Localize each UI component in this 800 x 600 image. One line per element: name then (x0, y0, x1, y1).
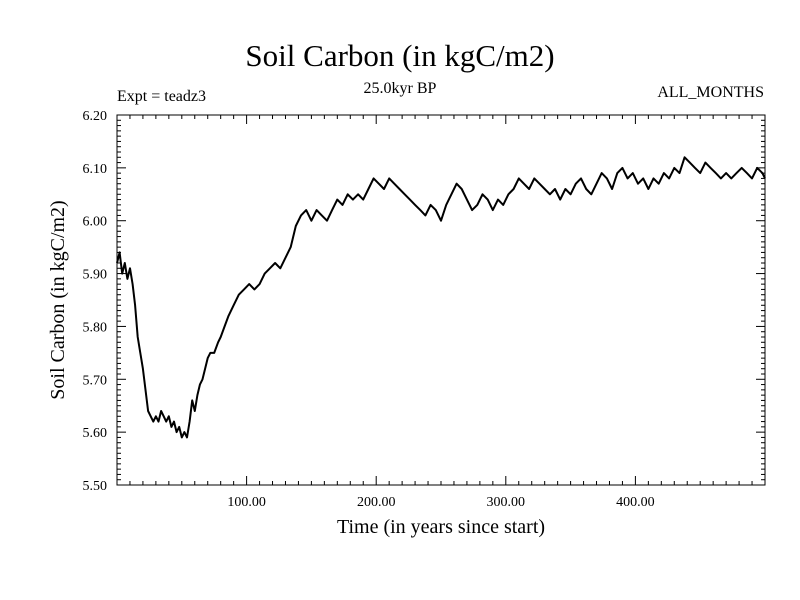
y-tick-label: 5.50 (83, 479, 108, 494)
y-tick-label: 5.80 (83, 320, 108, 335)
y-tick-label: 6.10 (83, 162, 108, 177)
series-group (116, 156, 766, 439)
x-tick-label: 100.00 (227, 495, 266, 510)
experiment-label: Expt = teadz3 (117, 88, 206, 105)
y-tick-label: 5.90 (83, 268, 108, 283)
x-tick-label: 200.00 (357, 495, 396, 510)
y-tick-label: 5.70 (83, 373, 108, 388)
y-tick-label: 6.00 (83, 215, 108, 230)
series-line-soil-carbon (116, 156, 766, 439)
chart-subtitle: 25.0kyr BP (363, 80, 437, 97)
axes: 5.50 5.60 5.70 5.80 5.90 6.00 6.10 6.20 100.00 20… (83, 109, 765, 510)
chart-title: Soil Carbon (in kgC/m2) (245, 38, 555, 73)
x-tick-label: 400.00 (616, 495, 655, 510)
x-axis-label: Time (in years since start) (336, 516, 546, 538)
x-tick-label: 300.00 (487, 495, 526, 510)
plot-frame (116, 114, 766, 486)
y-tick-label: 6.20 (83, 109, 108, 124)
period-label: ALL_MONTHS (657, 84, 764, 101)
y-tick-label: 5.60 (83, 426, 108, 441)
